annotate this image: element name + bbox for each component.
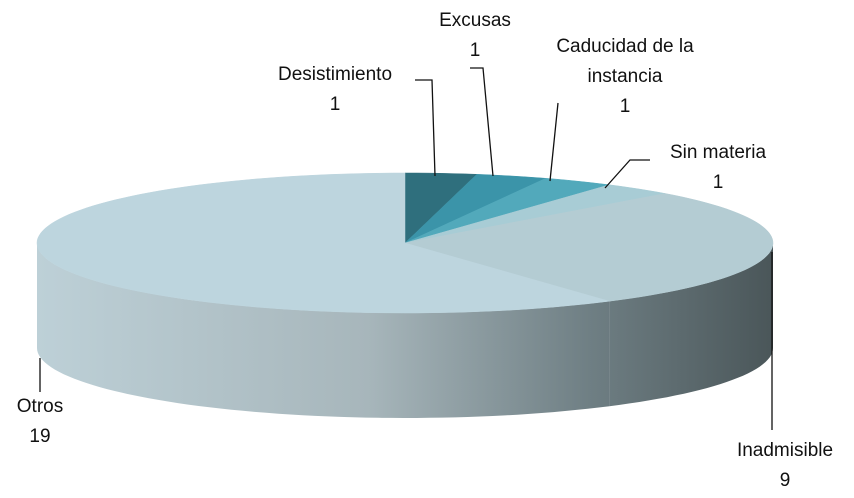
category-name: Desistimiento	[277, 64, 393, 85]
leader-line	[604, 159, 650, 189]
slice	[36, 172, 610, 314]
value-label: 1	[329, 94, 341, 115]
slice-label: Desistimiento 1	[278, 60, 392, 120]
leader-line	[549, 102, 559, 182]
value-label: 19	[29, 426, 51, 447]
slice	[404, 193, 774, 302]
slice-label: Otros 19	[17, 392, 63, 452]
leader-line	[415, 79, 436, 177]
value-label: 1	[712, 172, 724, 193]
slice-side	[37, 243, 610, 418]
slice-label: Inadmisible 9	[737, 436, 833, 496]
slice-label: Caducidad de la instancia 1	[550, 32, 700, 122]
category-name: Caducidad de la instancia	[556, 36, 694, 87]
slice-label: Sin materia 1	[670, 138, 766, 198]
slice	[404, 178, 610, 244]
value-label: 1	[469, 40, 481, 61]
slice	[404, 184, 666, 244]
leader-line	[470, 67, 494, 177]
value-label: 9	[779, 470, 791, 491]
category-name: Inadmisible	[736, 440, 834, 461]
slice	[404, 174, 546, 244]
slice-side	[609, 243, 773, 407]
category-name: Otros	[16, 396, 64, 417]
category-name: Excusas	[439, 10, 511, 31]
category-name: Sin materia	[669, 142, 767, 163]
slice-label: Excusas 1	[439, 6, 511, 66]
value-label: 1	[619, 96, 631, 117]
